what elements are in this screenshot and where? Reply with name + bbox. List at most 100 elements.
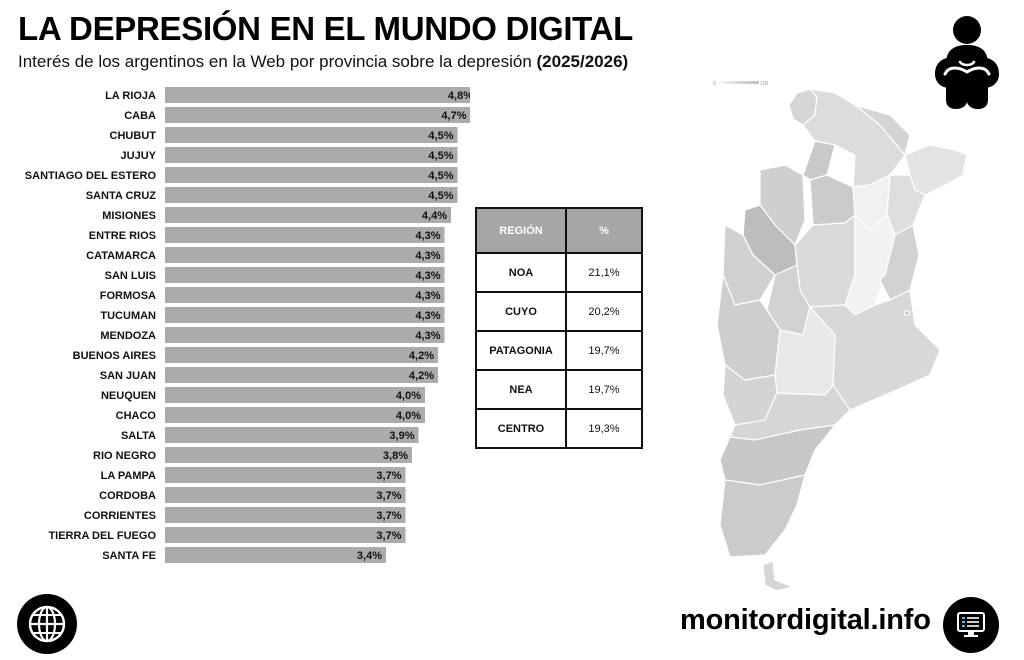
bar — [165, 267, 445, 283]
bar — [165, 307, 445, 323]
bar — [165, 247, 445, 263]
table-row: PATAGONIA 19,7% — [475, 330, 643, 371]
bar-row: MENDOZA 4,3% — [100, 327, 445, 343]
value-label: 4,5% — [428, 150, 453, 162]
category-label: NEUQUEN — [101, 390, 156, 402]
category-label: RIO NEGRO — [93, 450, 156, 462]
category-label: LA PAMPA — [101, 470, 156, 482]
value-label: 4,2% — [409, 370, 434, 382]
value-label: 4,3% — [415, 310, 440, 322]
province-tucuman — [802, 140, 836, 181]
bar — [165, 87, 470, 103]
value-label: 4,5% — [428, 130, 453, 142]
value-label: 4,5% — [428, 170, 453, 182]
value-label: 4,3% — [415, 270, 440, 282]
bar-row: SANTIAGO DEL ESTERO 4,5% — [25, 167, 458, 183]
value-label: 3,7% — [376, 490, 401, 502]
bar — [165, 487, 406, 503]
region-name: CUYO — [475, 291, 567, 332]
region-table: REGIÓN % NOA 21,1% CUYO 20,2% PATAGONIA … — [475, 207, 643, 449]
bar — [165, 187, 458, 203]
subtitle-period: (2025/2026) — [536, 52, 629, 71]
bar — [165, 547, 386, 563]
value-label: 3,8% — [383, 450, 408, 462]
bar-row: SANTA FE 3,4% — [102, 547, 386, 563]
category-label: SANTA FE — [102, 550, 156, 562]
province-bar-chart: LA RIOJA4,8%CABA4,7%CHUBUT4,5%JUJUY4,5%S… — [25, 87, 470, 563]
bar — [165, 387, 425, 403]
category-label: CORRIENTES — [84, 510, 156, 522]
category-label: SAN JUAN — [100, 370, 156, 382]
bar — [165, 427, 419, 443]
bar-row: RIO NEGRO 3,8% — [93, 447, 412, 463]
value-label: 4,3% — [415, 290, 440, 302]
province-tierra-del-fuego — [762, 560, 794, 592]
legend-min-label: 0 — [713, 81, 716, 87]
bar-row: SAN JUAN 4,2% — [100, 367, 438, 383]
category-label: MENDOZA — [100, 330, 156, 342]
category-label: CORDOBA — [99, 490, 156, 502]
region-name: NOA — [475, 252, 567, 293]
category-label: CHUBUT — [110, 130, 157, 142]
bar-row: SALTA 3,9% — [121, 427, 419, 443]
region-percent: 19,3% — [565, 408, 643, 449]
category-label: SANTA CRUZ — [86, 190, 157, 202]
value-label: 4,5% — [428, 190, 453, 202]
bar — [165, 207, 451, 223]
category-label: TIERRA DEL FUEGO — [48, 530, 156, 542]
bar — [165, 467, 406, 483]
category-label: LA RIOJA — [105, 90, 156, 102]
bar-row: FORMOSA 4,3% — [100, 287, 445, 303]
bar-row: SAN LUIS 4,3% — [105, 267, 445, 283]
bar — [165, 527, 406, 543]
table-row: NEA 19,7% — [475, 369, 643, 410]
value-label: 3,7% — [376, 510, 401, 522]
bar — [165, 347, 438, 363]
category-label: CHACO — [116, 410, 157, 422]
legend-max-label: 100 — [760, 81, 769, 87]
value-label: 4,0% — [396, 390, 421, 402]
province-santa-fe — [844, 214, 896, 316]
bar-row: CHUBUT 4,5% — [110, 127, 458, 143]
bar — [165, 167, 458, 183]
bar-row: BUENOS AIRES 4,2% — [73, 347, 438, 363]
page-subtitle: Interés de los argentinos en la Web por … — [18, 52, 628, 72]
percent-column-header: % — [565, 207, 643, 254]
region-name: PATAGONIA — [475, 330, 567, 371]
region-percent: 21,1% — [565, 252, 643, 293]
map-legend: 0 100 — [713, 81, 769, 87]
category-label: SAN LUIS — [105, 270, 156, 282]
table-row: CENTRO 19,3% — [475, 408, 643, 449]
value-label: 3,7% — [376, 470, 401, 482]
person-hugging-knees-icon — [930, 14, 1004, 112]
subtitle-text: Interés de los argentinos en la Web por … — [18, 52, 532, 71]
bar-row: TIERRA DEL FUEGO 3,7% — [48, 527, 406, 543]
bar-row: CORDOBA 3,7% — [99, 487, 406, 503]
value-label: 3,4% — [357, 550, 382, 562]
province-formosa — [854, 104, 911, 156]
bar — [165, 407, 425, 423]
bar-row: JUJUY 4,5% — [121, 147, 458, 163]
category-label: SALTA — [121, 430, 156, 442]
region-percent: 20,2% — [565, 291, 643, 332]
category-label: MISIONES — [102, 210, 156, 222]
bar — [165, 447, 412, 463]
value-label: 3,7% — [376, 530, 401, 542]
bar — [165, 507, 406, 523]
region-percent: 19,7% — [565, 330, 643, 371]
bar-row: TUCUMAN 4,3% — [100, 307, 445, 323]
value-label: 4,3% — [415, 330, 440, 342]
bar-row: NEUQUEN 4,0% — [101, 387, 425, 403]
category-label: CATAMARCA — [86, 250, 156, 262]
value-label: 4,3% — [415, 230, 440, 242]
bar-row: SANTA CRUZ 4,5% — [86, 187, 458, 203]
bar — [165, 227, 445, 243]
bar-row: CHACO 4,0% — [116, 407, 425, 423]
province-santiago-del-estero — [809, 174, 856, 226]
category-label: FORMOSA — [100, 290, 156, 302]
bar-row: ENTRE RIOS 4,3% — [89, 227, 445, 243]
bar — [165, 147, 458, 163]
bar — [165, 327, 445, 343]
province-chubut — [719, 424, 836, 486]
province-cordoba — [794, 214, 856, 308]
